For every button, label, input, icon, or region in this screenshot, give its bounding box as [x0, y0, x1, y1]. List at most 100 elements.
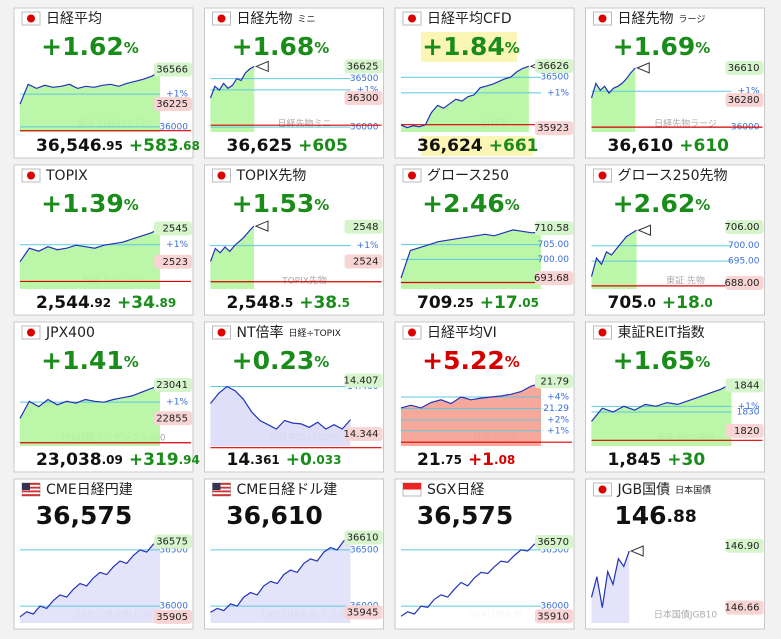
high-label-bg	[725, 220, 764, 235]
flag-circle	[598, 485, 607, 494]
flag-circle	[408, 328, 416, 337]
price: 146.88	[614, 501, 696, 530]
high-label: 36575	[156, 536, 188, 547]
tile-subtitle: 日経÷TOPIX	[289, 327, 341, 339]
flag-canton	[212, 483, 221, 490]
line	[19, 228, 161, 263]
area	[591, 551, 630, 623]
tile[interactable]: TOPIX+1.39%東証 トピックス+1%254525232,544.92+3…	[13, 164, 194, 316]
high-label: 146.90	[725, 541, 760, 552]
tile-bg	[13, 164, 194, 316]
tile[interactable]: 日経先物 ミニ+1.68%日経先物ミニ36500+1%36000366253630…	[204, 7, 384, 159]
watermark: 東証 先物	[666, 275, 705, 287]
change-percent: +2.62%	[613, 189, 711, 218]
low-label-bg	[154, 97, 192, 112]
change: +319.94	[129, 450, 200, 470]
tile[interactable]: 東証REIT指数+1.65%東証 REIT指数+1%1830184418201,…	[585, 321, 765, 473]
high-label: 706.00	[725, 222, 760, 233]
tile[interactable]: グロース250 +2.46% 705.00 700.00 710.58 693.68 709…	[394, 164, 575, 316]
tile-bg	[204, 164, 384, 316]
price: 36,546.95	[36, 136, 123, 156]
y-tick-label: 36500	[159, 545, 188, 555]
y-tick-label: +1%	[738, 87, 760, 97]
tile[interactable]: グロース250先物 +2.62% 東証 先物 700.00 695.00 706.00 68…	[585, 164, 765, 316]
high-label-bg	[344, 59, 383, 74]
high-label: 36610	[347, 533, 379, 544]
high-label-bg	[725, 538, 764, 553]
high-label: 2548	[353, 222, 378, 233]
tile-bg	[585, 321, 765, 473]
tile-bg	[585, 164, 765, 316]
low-label-bg	[344, 254, 383, 269]
tile[interactable]: JPX400+1.41%JPX日経インデックス400+1%23041228552…	[13, 321, 200, 473]
change: +0.033	[286, 450, 342, 470]
y-tick-label: +1%	[166, 240, 188, 250]
flag-circle	[217, 14, 226, 23]
tile[interactable]: TOPIX先物 +1.53% TOPIX先物 +1% 2548 2524 2,548.5 +3…	[204, 164, 384, 316]
high-label-bg	[154, 62, 192, 77]
y-tick-label: +1%	[166, 90, 188, 100]
tile[interactable]: 日経先物 ラージ+1.69%日経先物ラージ+1%36000366103628036…	[585, 7, 765, 159]
y-tick-label: +2%	[547, 415, 569, 425]
change-percent: +1.68%	[232, 32, 330, 61]
y-tick-label: 36500	[540, 545, 569, 555]
high-label: 23041	[156, 380, 188, 391]
low-label: 2524	[353, 257, 378, 268]
low-label-bg	[344, 427, 383, 442]
tile-title: CME日経ドル建	[237, 482, 338, 498]
tile-title: 日経平均VI	[427, 325, 497, 341]
flag-circle	[598, 328, 607, 337]
line	[590, 229, 637, 277]
watermark: TOPIX先物	[281, 275, 327, 287]
tile[interactable]: NT倍率日経÷TOPIX+0.23%日経平均÷TOPIX14.40014.407…	[204, 321, 384, 473]
tile[interactable]: 日経平均CFD+1.84%日経平36500+1%366263592336,624…	[394, 7, 575, 159]
flag-circle	[408, 171, 416, 180]
end-marker	[254, 60, 269, 73]
high-label: 36626	[537, 61, 569, 72]
low-label: 2523	[163, 257, 188, 268]
tile-title: NT倍率 日経÷TOPIX	[237, 324, 341, 341]
line	[209, 65, 255, 99]
price: 36,624	[417, 136, 483, 156]
low-label: 688.00	[725, 278, 760, 289]
tile-title: JGB国債 日本国債	[617, 482, 712, 498]
price: 36,625	[227, 136, 293, 156]
area	[210, 386, 351, 446]
line	[590, 550, 630, 608]
flag-circle	[27, 14, 35, 23]
y-tick-label: 695.00	[728, 257, 760, 267]
low-label: 146.66	[725, 603, 760, 614]
end-marker	[629, 545, 644, 557]
line	[210, 536, 351, 613]
line	[400, 382, 542, 409]
price: 2,544.92	[36, 293, 111, 313]
tile[interactable]: JGB国債 日本国債 146.88 日本国債JGB10 146.90 146.66	[585, 478, 765, 630]
price: 21.75	[417, 450, 462, 470]
price: 36,610	[226, 501, 322, 530]
low-label: 36280	[728, 95, 760, 106]
high-label: 14.407	[344, 376, 379, 387]
flag-stripe	[212, 490, 231, 493]
price: 709.25	[417, 293, 474, 313]
change: +17.05	[480, 293, 539, 313]
high-label: 21.79	[540, 376, 569, 387]
low-label-bg	[725, 423, 764, 438]
y-tick-label: +1%	[738, 402, 760, 412]
flag-circle	[217, 171, 226, 180]
tile-title: 日経先物 ラージ	[618, 11, 706, 27]
tile-title: 東証REIT指数	[618, 325, 705, 341]
high-label: 36566	[156, 64, 188, 75]
low-label-bg	[535, 609, 573, 624]
tile[interactable]: 日経平均VI+5.22%日経平均VI+4%21.29+2%+1%21.7921.…	[394, 321, 575, 473]
line	[591, 383, 732, 422]
flag-stripe	[212, 483, 231, 485]
flag-stripe	[212, 486, 231, 489]
price: 36,610	[608, 136, 674, 156]
end-marker	[637, 224, 651, 237]
tile[interactable]: 日経平均+1.62%東証 日経225平均36000+1%365663622536…	[13, 7, 200, 159]
flag-circle	[27, 328, 35, 337]
